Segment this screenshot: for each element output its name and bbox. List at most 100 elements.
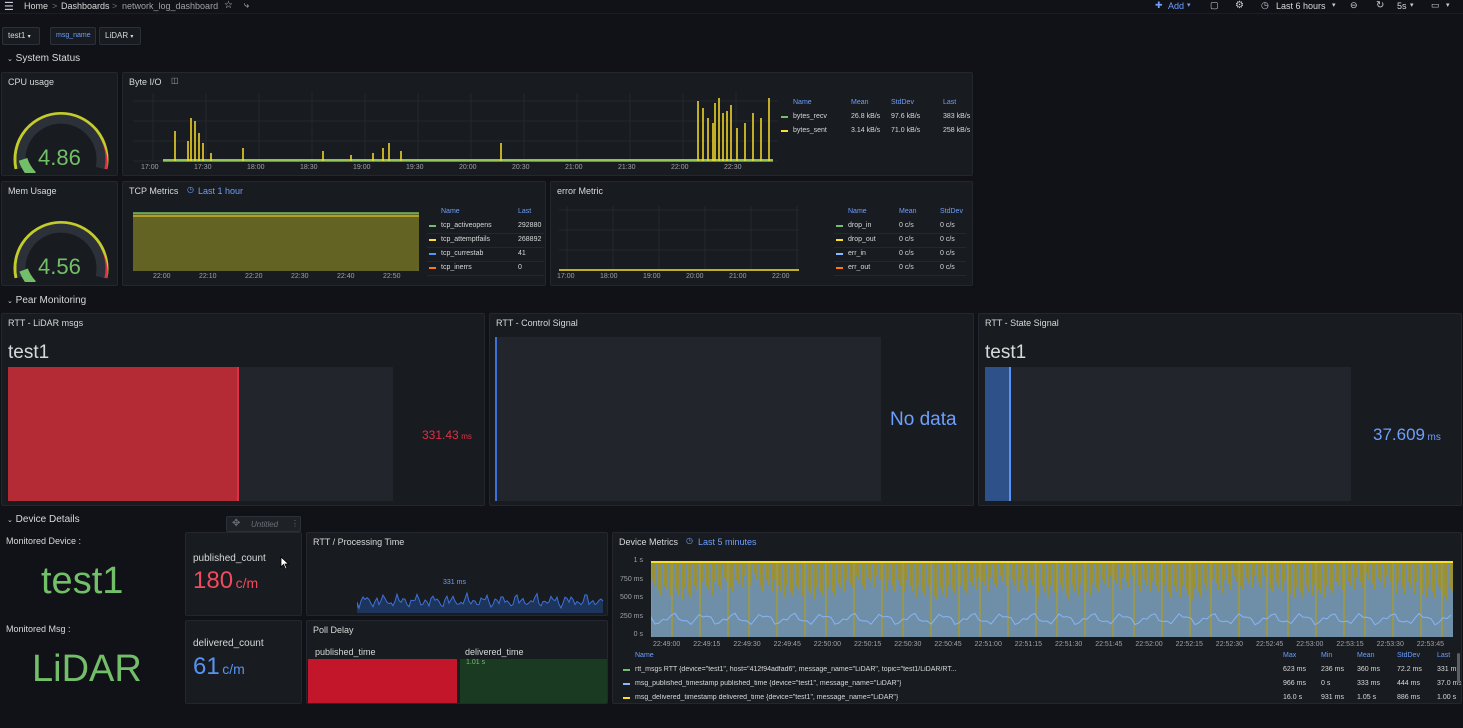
share-icon[interactable]: ⤷ bbox=[244, 0, 250, 10]
legend-header[interactable]: Name bbox=[793, 99, 812, 106]
delivered-bar bbox=[723, 561, 725, 578]
delivered-bar bbox=[897, 561, 899, 580]
legend-series-name[interactable]: tcp_currestab bbox=[441, 250, 484, 257]
delivered-bar bbox=[696, 561, 698, 590]
legend-header[interactable]: Mean bbox=[899, 208, 917, 215]
breadcrumb-separator: > bbox=[112, 1, 118, 11]
row-title: System Status bbox=[15, 53, 81, 64]
legend-series-name[interactable]: rtt_msgs RTT {device="test1", host="412f… bbox=[635, 666, 957, 673]
mem-usage-panel[interactable]: Mem Usage 4.56 bbox=[1, 181, 118, 286]
zoom-out-icon[interactable]: ⊖ bbox=[1350, 0, 1358, 10]
delivered-bar bbox=[1407, 561, 1409, 582]
delivered-bar bbox=[1359, 561, 1361, 582]
legend-header[interactable]: Last bbox=[943, 99, 957, 106]
legend-value: 0 c/s bbox=[940, 264, 955, 271]
delivered-bar bbox=[936, 561, 938, 600]
time-range-picker[interactable]: Last 6 hours bbox=[1276, 1, 1326, 11]
delivered-bar bbox=[1233, 561, 1235, 576]
legend-header[interactable]: Name bbox=[635, 652, 654, 659]
bar-gauge-track bbox=[8, 367, 393, 501]
drag-handle-icon[interactable]: ✥ bbox=[232, 518, 241, 529]
save-icon[interactable]: ▢ bbox=[1210, 0, 1219, 10]
breadcrumb-separator: > bbox=[52, 1, 58, 11]
delivered-count-panel[interactable]: delivered_count 61 c/m bbox=[185, 620, 302, 704]
delivered-bar bbox=[1230, 561, 1232, 589]
legend-header[interactable]: StdDev bbox=[891, 99, 914, 106]
legend-header[interactable]: Name bbox=[441, 208, 460, 215]
stat-title: delivered_count bbox=[193, 638, 264, 649]
delivered-bar bbox=[1032, 561, 1034, 586]
clock-icon: ◷ bbox=[686, 536, 693, 545]
chevron-down-icon: ▾ bbox=[1332, 2, 1336, 9]
legend-series-name[interactable]: err_in bbox=[848, 250, 866, 257]
byte-io-panel[interactable]: Byte I/O ◫ 17:00 17:30 18:00 18:30 19:00 19:3… bbox=[122, 72, 973, 176]
menu-icon[interactable]: ☰ bbox=[4, 1, 14, 13]
rtt-state-panel[interactable]: RTT - State Signal test1 37.609 ms bbox=[978, 313, 1462, 506]
monitor-icon[interactable]: ▭ bbox=[1431, 0, 1440, 10]
legend-series-name[interactable]: tcp_inerrs bbox=[441, 264, 472, 271]
chevron-down-icon: ▾ bbox=[1187, 2, 1191, 9]
breadcrumb-dashboards[interactable]: Dashboards bbox=[61, 1, 110, 11]
legend-series-name[interactable]: tcp_activeopens bbox=[441, 222, 492, 229]
legend-row-divider bbox=[427, 233, 544, 234]
legend-series-name[interactable]: msg_published_timestamp published_time {… bbox=[635, 680, 902, 687]
untitled-panel-placeholder[interactable]: ✥ Untitled ⋮ bbox=[226, 516, 301, 532]
delivered-bar bbox=[765, 561, 767, 579]
legend-scrollbar[interactable] bbox=[1457, 653, 1460, 683]
delivered-bar bbox=[903, 561, 905, 591]
panel-menu-icon[interactable]: ⋮ bbox=[291, 519, 299, 528]
legend-header[interactable]: Max bbox=[1283, 652, 1297, 659]
legend-series-name[interactable]: drop_in bbox=[848, 222, 872, 229]
legend-header[interactable]: Mean bbox=[851, 99, 869, 106]
published-count-panel[interactable]: published_count 180 c/m bbox=[185, 532, 302, 616]
legend-series-name[interactable]: msg_delivered_timestamp delivered_time {… bbox=[635, 694, 899, 701]
legend-header[interactable]: StdDev bbox=[1397, 652, 1420, 659]
delivered-bar bbox=[963, 561, 965, 590]
add-button[interactable]: Add bbox=[1168, 1, 1185, 11]
add-icon[interactable]: ✚ bbox=[1155, 0, 1163, 10]
host-variable-select[interactable]: test1 ▾ bbox=[2, 27, 40, 45]
delivered-bar bbox=[1449, 561, 1451, 587]
rtt-processing-panel[interactable]: RTT / Processing Time 331 ms bbox=[306, 532, 608, 616]
settings-icon[interactable]: ⚙ bbox=[1235, 0, 1244, 11]
rtt-lidar-panel[interactable]: RTT - LiDAR msgs test1 331.43 ms bbox=[1, 313, 485, 506]
dashboard-title: network_log_dashboard bbox=[122, 1, 219, 11]
legend-series-name[interactable]: err_out bbox=[848, 264, 871, 271]
delivered-bar bbox=[1008, 561, 1010, 575]
external-link-icon[interactable]: ◫ bbox=[171, 76, 179, 85]
legend-series-name[interactable]: drop_out bbox=[848, 236, 876, 243]
star-icon[interactable]: ☆ bbox=[224, 0, 233, 11]
legend-header[interactable]: Min bbox=[1321, 652, 1333, 659]
row-pear-monitoring[interactable]: ⌄ Pear Monitoring bbox=[7, 295, 86, 306]
device-metrics-panel[interactable]: Device Metrics ◷ Last 5 minutes 1 s 750 m… bbox=[612, 532, 1462, 704]
delivered-bar bbox=[1098, 561, 1100, 591]
delivered-bar bbox=[1071, 561, 1073, 586]
row-device-details[interactable]: ⌄ Device Details bbox=[7, 514, 80, 525]
delivered-bar bbox=[1179, 561, 1181, 597]
error-metric-panel[interactable]: error Metric 17:00 18:00 19:00 20:00 21:00 22… bbox=[550, 181, 973, 286]
msg-name-variable-select[interactable]: LiDAR ▾ bbox=[99, 27, 141, 45]
legend-series-name[interactable]: bytes_recv bbox=[793, 113, 827, 120]
legend-header[interactable]: Last bbox=[518, 208, 532, 215]
legend-header[interactable]: Mean bbox=[1357, 652, 1375, 659]
delivered-bar bbox=[840, 561, 842, 588]
refresh-icon[interactable]: ↻ bbox=[1376, 0, 1385, 11]
delivered-bar bbox=[1029, 561, 1031, 580]
row-system-status[interactable]: ⌄ System Status bbox=[7, 53, 80, 64]
legend-header[interactable]: StdDev bbox=[940, 208, 963, 215]
poll-delay-panel[interactable]: Poll Delay published_time delivered_time… bbox=[306, 620, 608, 704]
legend-series-name[interactable]: tcp_attemptfails bbox=[441, 236, 491, 243]
delivered-bar bbox=[966, 561, 968, 594]
row-title: Device Details bbox=[15, 514, 80, 525]
bar-gauge-track bbox=[495, 337, 881, 501]
legend-value: 268892 bbox=[518, 236, 542, 243]
legend-header[interactable]: Name bbox=[848, 208, 867, 215]
legend-header[interactable]: Last bbox=[1437, 652, 1451, 659]
tcp-metrics-panel[interactable]: TCP Metrics ◷ Last 1 hour 22:00 22:10 22:2… bbox=[122, 181, 546, 286]
cpu-usage-panel[interactable]: CPU usage 4.86 bbox=[1, 72, 118, 176]
legend-value: 931 ms bbox=[1321, 694, 1344, 701]
rtt-control-panel[interactable]: RTT - Control Signal No data bbox=[489, 313, 974, 506]
refresh-interval-picker[interactable]: 5s bbox=[1397, 1, 1407, 11]
legend-series-name[interactable]: bytes_sent bbox=[793, 127, 827, 134]
breadcrumb-home[interactable]: Home bbox=[24, 1, 49, 11]
